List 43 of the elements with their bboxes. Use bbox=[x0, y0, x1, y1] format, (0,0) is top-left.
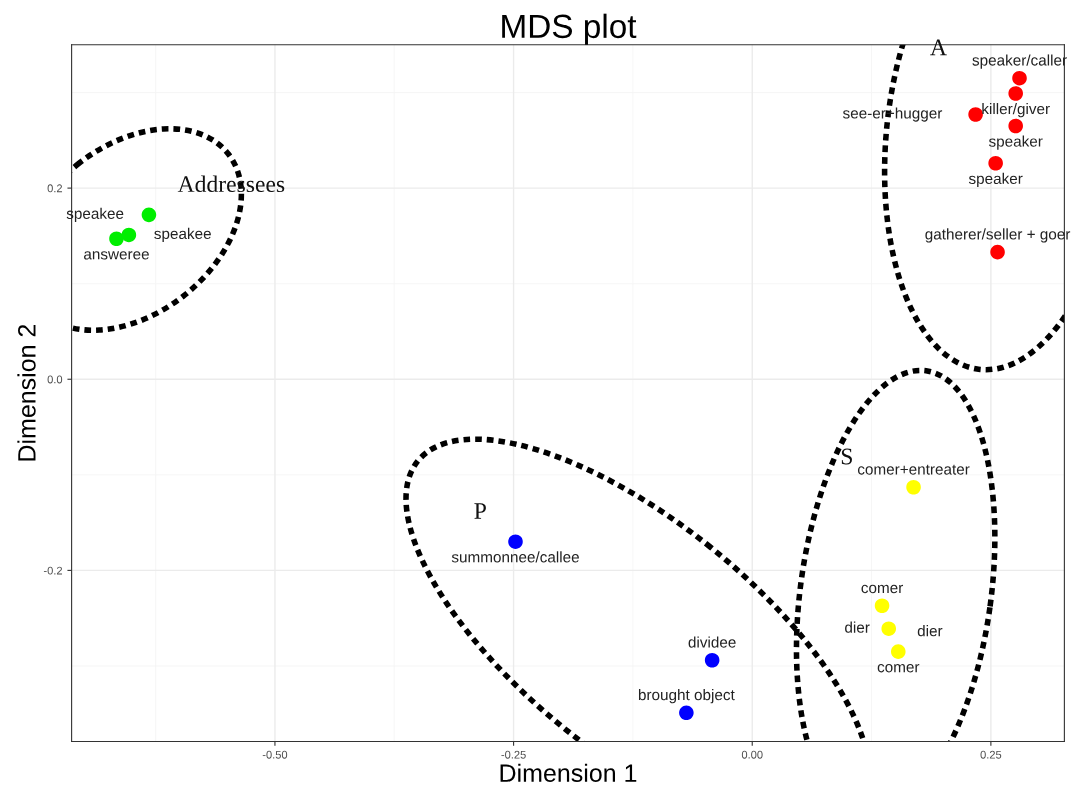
annotation: comer bbox=[861, 584, 904, 594]
x-tick-label: -0.25 bbox=[501, 750, 526, 759]
x-tick-label: 0.00 bbox=[741, 750, 763, 759]
point bbox=[1008, 118, 1023, 134]
annotation: summonnee/callee bbox=[451, 551, 579, 563]
annotation: speaker bbox=[988, 135, 1043, 150]
annotation: comer+entreater bbox=[857, 464, 970, 475]
point bbox=[508, 534, 523, 550]
annotation: dier bbox=[917, 625, 943, 637]
point bbox=[988, 155, 1003, 171]
point bbox=[679, 705, 694, 721]
annotation: brought object bbox=[638, 689, 735, 704]
y-tick-label: 0.2 bbox=[47, 184, 63, 193]
point bbox=[121, 227, 137, 243]
y-tick-label: 0.0 bbox=[47, 375, 63, 384]
point bbox=[1012, 70, 1027, 86]
x-axis-title: Dimension 1 bbox=[500, 763, 637, 782]
x-tick-label: -0.50 bbox=[262, 750, 288, 759]
annotation: killer/giver bbox=[982, 103, 1050, 118]
point bbox=[891, 644, 906, 659]
y-axis-title: Dimension 2 bbox=[17, 324, 36, 461]
chart-title: MDS plot bbox=[502, 13, 637, 45]
series-label: P bbox=[474, 503, 486, 519]
annotation: speakee bbox=[154, 227, 211, 243]
point bbox=[906, 479, 921, 495]
x-tick-label: 0.25 bbox=[980, 750, 1002, 759]
point bbox=[874, 598, 890, 614]
series-label: Addressees bbox=[177, 175, 285, 193]
annotation: dier bbox=[845, 621, 870, 633]
point bbox=[968, 107, 983, 122]
point bbox=[881, 621, 897, 636]
y-tick-label: -0.2 bbox=[43, 566, 63, 575]
annotation: answeree bbox=[84, 251, 149, 260]
point bbox=[990, 244, 1005, 260]
point bbox=[141, 207, 157, 223]
point bbox=[704, 652, 720, 668]
annotation: speaker bbox=[968, 172, 1023, 188]
annotation: comer bbox=[877, 664, 920, 673]
annotation: dividee bbox=[688, 636, 736, 648]
point bbox=[109, 231, 124, 247]
point bbox=[1008, 86, 1023, 101]
annotation: see-er+hugger bbox=[842, 107, 943, 122]
text: S bbox=[841, 448, 852, 465]
